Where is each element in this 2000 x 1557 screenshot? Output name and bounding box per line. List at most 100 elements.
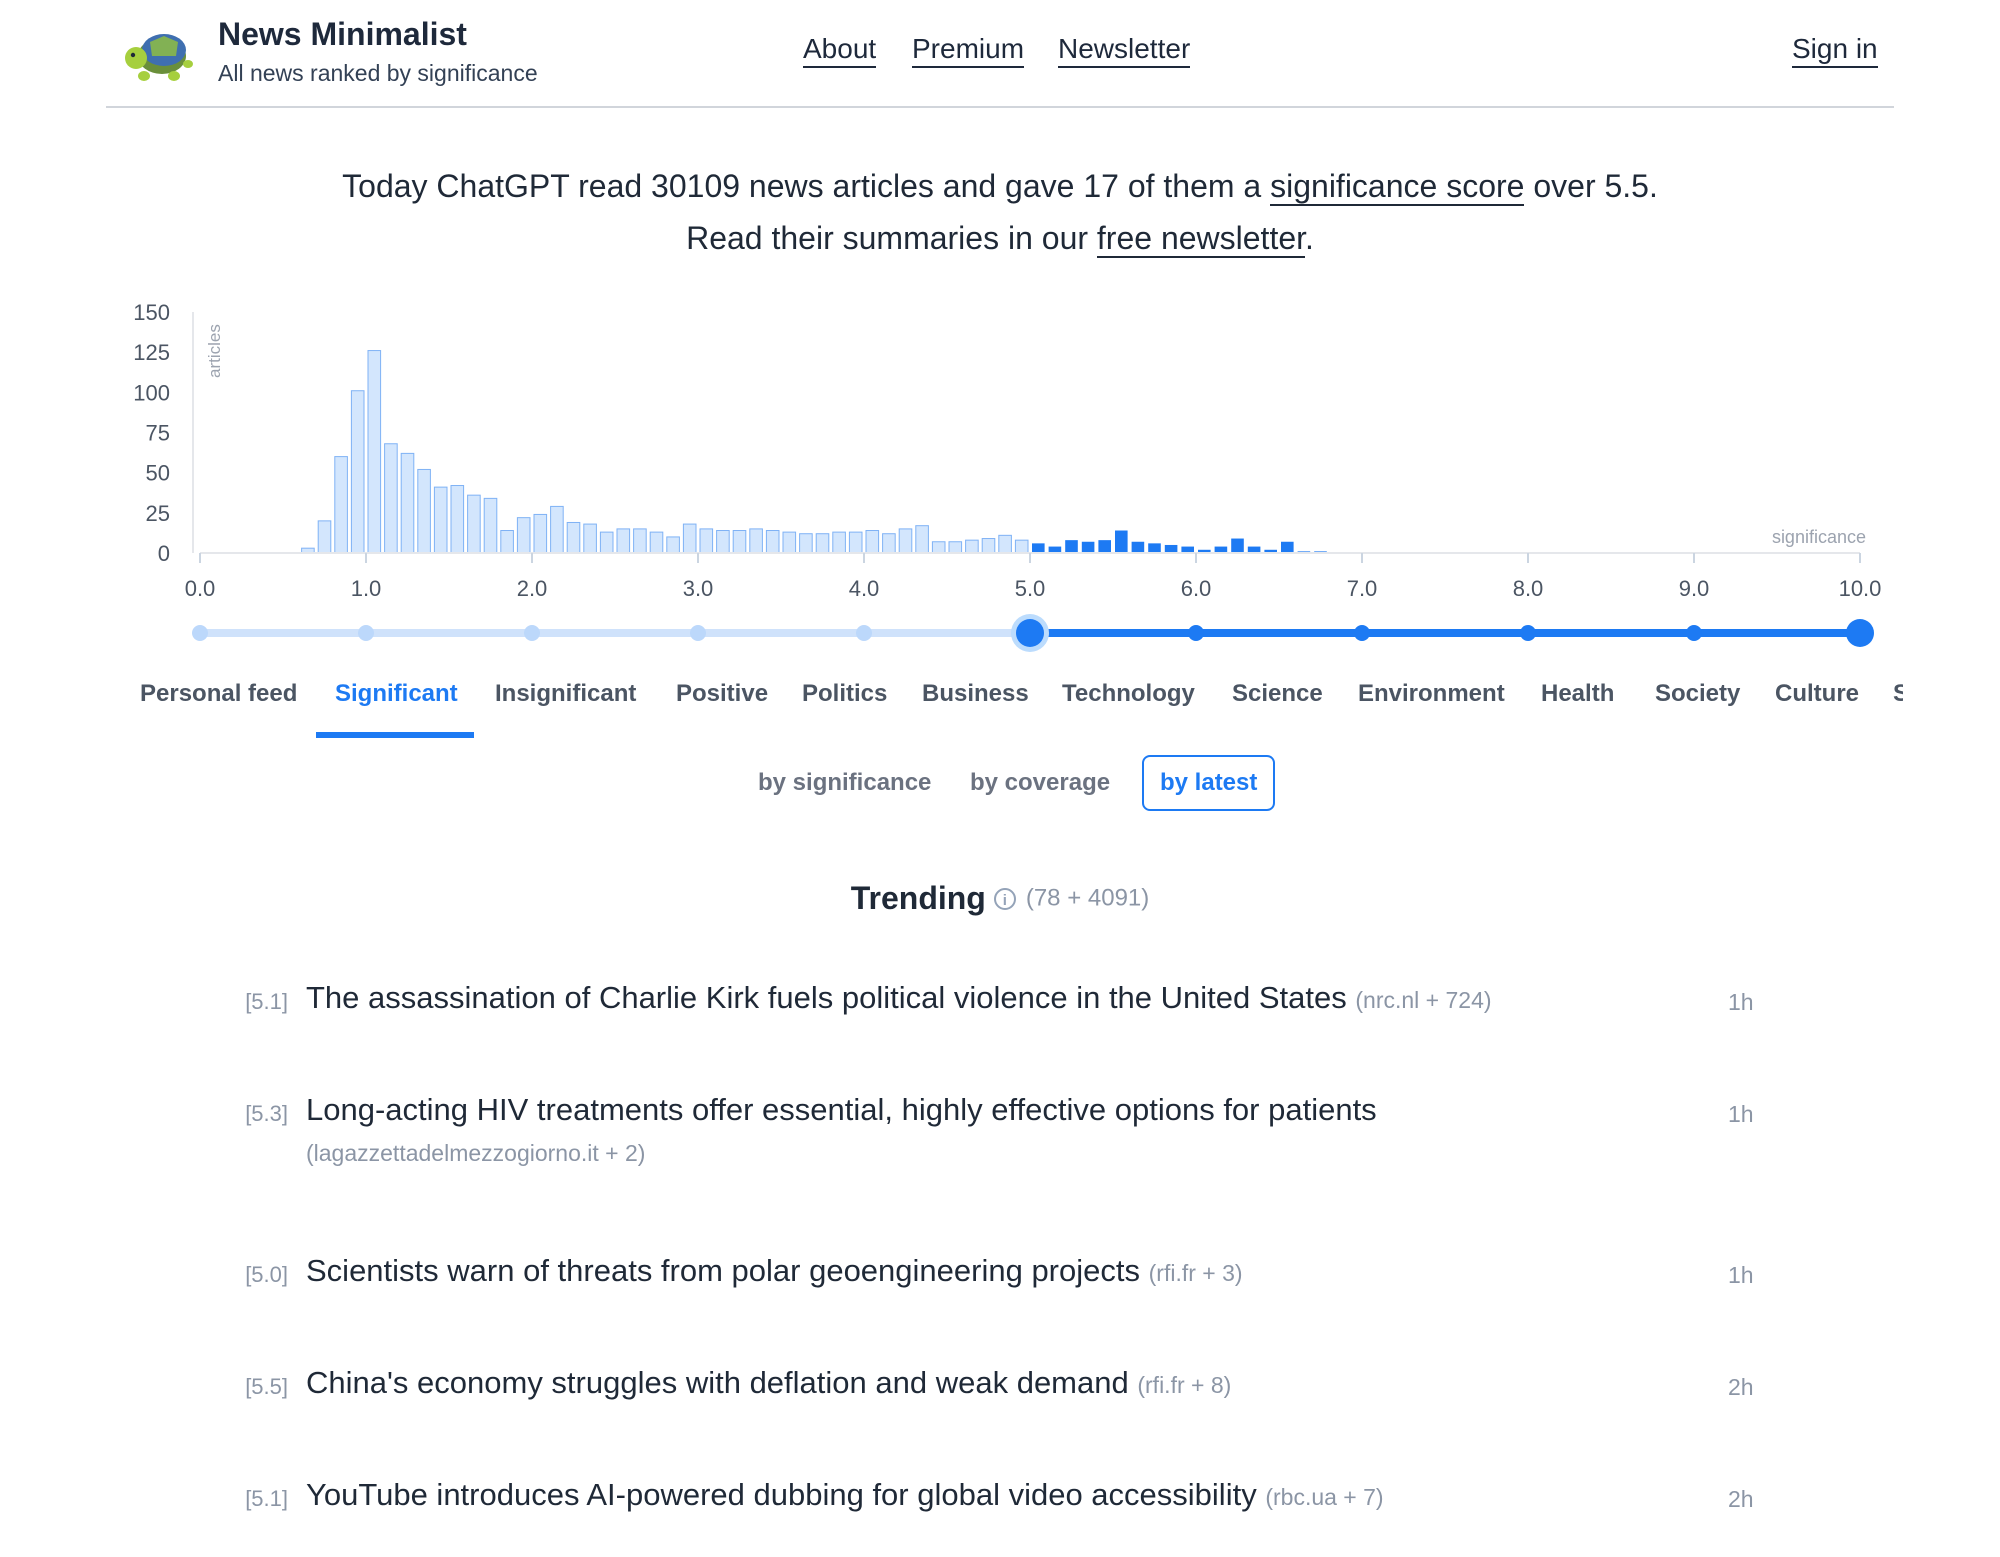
- histogram-bar: [599, 531, 614, 554]
- histogram-bar: [1264, 549, 1277, 553]
- histogram-bar: [500, 530, 514, 554]
- news-score: [5.5]: [245, 1374, 288, 1399]
- tab-environment[interactable]: Environment: [1358, 680, 1505, 707]
- histogram-bar: [583, 523, 597, 554]
- histogram-bar: [1014, 539, 1029, 554]
- histogram-bar: [566, 521, 581, 554]
- histogram-bar: [948, 541, 963, 554]
- slider-step-dot[interactable]: [192, 625, 208, 641]
- tab-science[interactable]: Science: [1232, 680, 1323, 707]
- tab-business[interactable]: Business: [922, 680, 1029, 707]
- y-tick-label: 125: [133, 340, 170, 365]
- slider-step-dot[interactable]: [524, 625, 540, 641]
- slider-step-dot[interactable]: [1686, 625, 1702, 641]
- intro-line-1-end: over 5.5.: [1524, 168, 1658, 204]
- tab-s[interactable]: S: [1893, 680, 1910, 707]
- histogram-bar: [1131, 541, 1145, 553]
- active-tab-indicator: [316, 732, 474, 738]
- x-tick-label: 7.0: [1347, 576, 1378, 601]
- free-newsletter-link[interactable]: free newsletter: [1096, 220, 1306, 258]
- site-title[interactable]: News Minimalist: [218, 16, 467, 52]
- histogram-bar: [699, 528, 714, 554]
- nav-premium-link[interactable]: Premium: [912, 32, 1025, 68]
- histogram-bar: [981, 538, 996, 554]
- news-headline-text[interactable]: Long-acting HIV treatments offer essenti…: [306, 1092, 1377, 1127]
- histogram-bar: [898, 528, 913, 554]
- histogram-bar: [550, 505, 564, 554]
- sort-by-significance-button[interactable]: by significance: [758, 769, 932, 796]
- sort-by-latest-button[interactable]: by latest: [1142, 755, 1276, 811]
- slider-step-dot[interactable]: [358, 625, 374, 641]
- tab-positive[interactable]: Positive: [676, 680, 769, 707]
- slider-min-handle[interactable]: [1016, 619, 1044, 647]
- x-tick-label: 1.0: [351, 576, 382, 601]
- news-source[interactable]: (nrc.nl + 724): [1355, 987, 1492, 1013]
- news-source[interactable]: (rfi.fr + 8): [1137, 1372, 1232, 1398]
- significance-score-link[interactable]: significance score: [1270, 168, 1525, 206]
- histogram-bar: [1048, 546, 1062, 553]
- tab-significant[interactable]: Significant: [335, 680, 458, 707]
- site-header: News Minimalist All news ranked by signi…: [106, 0, 1894, 108]
- sort-by-coverage-button[interactable]: by coverage: [970, 769, 1111, 796]
- slider-step-dot[interactable]: [856, 625, 872, 641]
- slider-step-dot[interactable]: [690, 625, 706, 641]
- histogram-bar: [467, 494, 481, 554]
- intro-line-1: Today ChatGPT read 30109 news articles a…: [0, 160, 2000, 212]
- x-tick-label: 4.0: [849, 576, 880, 601]
- intro-line-2-end: .: [1305, 220, 1314, 256]
- news-age: 1h: [1728, 1101, 1754, 1127]
- x-tick-label: 2.0: [517, 576, 548, 601]
- news-headline[interactable]: China's economy struggles with deflation…: [306, 1360, 1686, 1408]
- news-headline[interactable]: YouTube introduces AI-powered dubbing fo…: [306, 1472, 1686, 1520]
- nav-newsletter-link[interactable]: Newsletter: [1058, 32, 1191, 68]
- histogram-bars: [301, 350, 1327, 554]
- histogram-bar: [815, 533, 830, 554]
- tab-culture[interactable]: Culture: [1775, 680, 1859, 707]
- tab-health[interactable]: Health: [1541, 680, 1615, 707]
- histogram-bar: [1164, 544, 1178, 553]
- slider-step-dot[interactable]: [1520, 625, 1536, 641]
- tab-personal-feed[interactable]: Personal feed: [140, 680, 298, 707]
- histogram-bar: [417, 468, 431, 554]
- tab-insignificant[interactable]: Insignificant: [495, 680, 637, 707]
- histogram-bar: [832, 531, 846, 554]
- news-headline-text[interactable]: The assassination of Charlie Kirk fuels …: [306, 980, 1347, 1015]
- intro-text: Today ChatGPT read 30109 news articles a…: [0, 160, 2000, 264]
- slider-step-dot[interactable]: [1188, 625, 1204, 641]
- significance-slider[interactable]: [192, 614, 1874, 652]
- histogram-bar: [765, 530, 780, 554]
- news-source[interactable]: (lagazzettadelmezzogiorno.it + 2): [306, 1140, 646, 1166]
- slider-max-handle[interactable]: [1846, 619, 1874, 647]
- news-headline[interactable]: Scientists warn of threats from polar ge…: [306, 1248, 1686, 1296]
- sign-in-link[interactable]: Sign in: [1792, 32, 1878, 68]
- tab-politics[interactable]: Politics: [802, 680, 888, 707]
- histogram-bar: [334, 456, 348, 554]
- histogram-bar: [1065, 540, 1078, 553]
- news-headline[interactable]: Long-acting HIV treatments offer essenti…: [306, 1087, 1686, 1169]
- intro-line-2-text: Read their summaries in our: [686, 220, 1097, 256]
- histogram-bar: [865, 530, 880, 554]
- x-axis-label: significance: [1772, 527, 1866, 547]
- news-source[interactable]: (rbc.ua + 7): [1265, 1484, 1384, 1510]
- y-axis-label: articles: [205, 324, 224, 378]
- slider-step-dot[interactable]: [1354, 625, 1370, 641]
- news-headline-text[interactable]: Scientists warn of threats from polar ge…: [306, 1253, 1140, 1288]
- tab-society[interactable]: Society: [1655, 680, 1741, 707]
- news-source[interactable]: (rfi.fr + 3): [1148, 1260, 1243, 1286]
- histogram-bar: [1214, 546, 1228, 553]
- significance-histogram: 0 25 50 75 100 125 150 articles 0.0 1.0 2.0 3.0 4.0…: [133, 300, 1881, 652]
- tab-technology[interactable]: Technology: [1062, 680, 1195, 707]
- histogram-bar: [1181, 546, 1194, 553]
- histogram-bar: [1198, 549, 1211, 553]
- news-headline[interactable]: The assassination of Charlie Kirk fuels …: [306, 975, 1686, 1023]
- nav-about-link[interactable]: About: [803, 32, 877, 68]
- news-age: 2h: [1728, 1486, 1754, 1512]
- histogram-bar: [931, 541, 946, 554]
- info-icon[interactable]: i: [993, 887, 1016, 910]
- y-tick-label: 75: [146, 421, 170, 446]
- news-headline-text[interactable]: China's economy struggles with deflation…: [306, 1365, 1129, 1400]
- news-headline-text[interactable]: YouTube introduces AI-powered dubbing fo…: [306, 1477, 1257, 1512]
- trending-count: (78 + 4091): [1025, 884, 1150, 912]
- x-tick-label: 3.0: [683, 576, 714, 601]
- turtle-logo-icon[interactable]: [122, 20, 202, 86]
